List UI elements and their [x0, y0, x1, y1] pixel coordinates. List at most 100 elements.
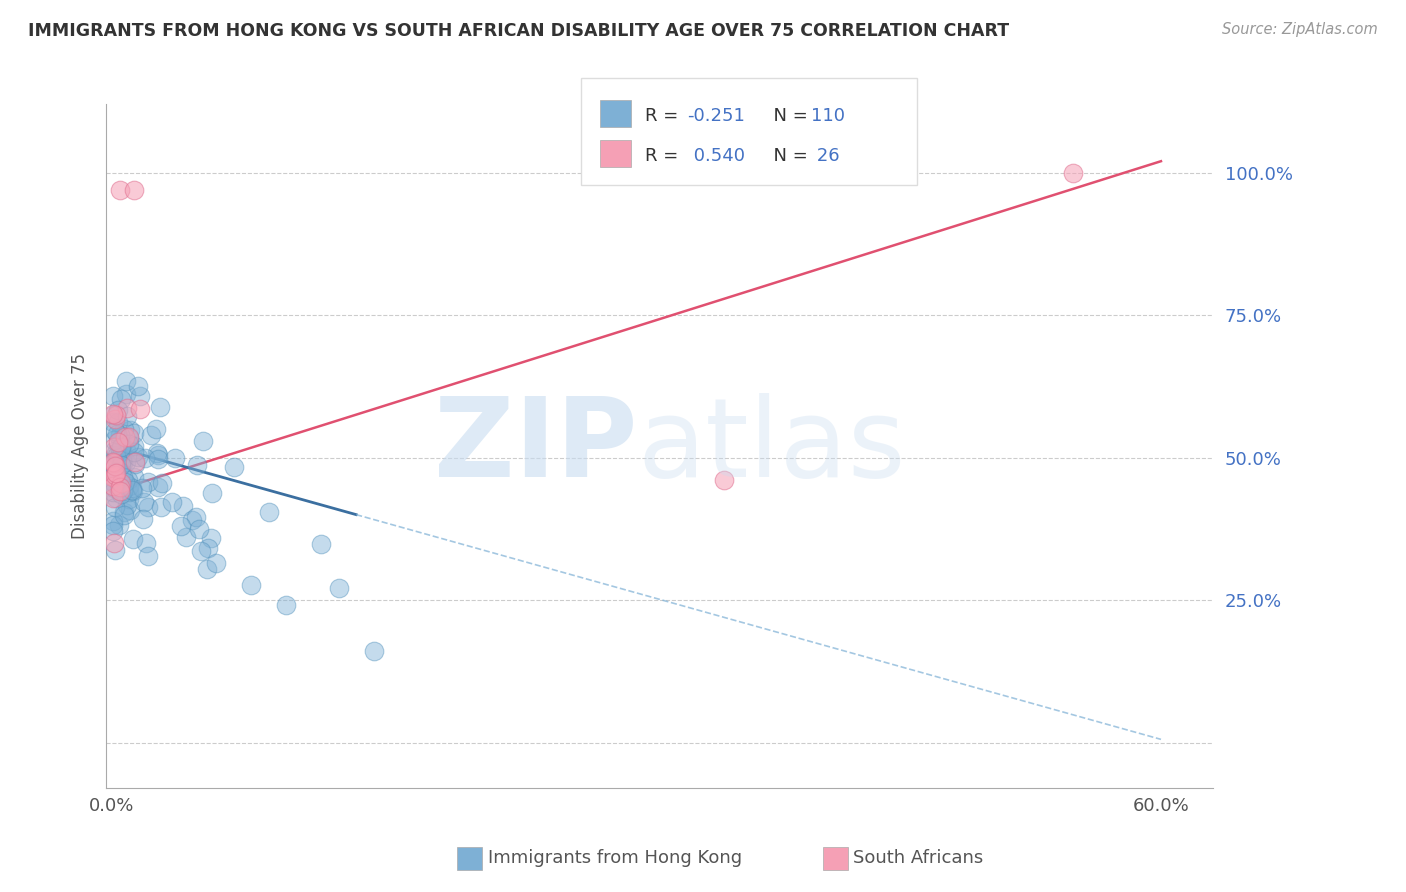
- Point: [103, 536, 125, 550]
- Point: [121, 483, 143, 498]
- Point: [146, 452, 169, 467]
- Point: [127, 450, 149, 464]
- Point: [111, 470, 134, 484]
- Point: [197, 541, 219, 555]
- Point: [110, 392, 132, 406]
- Point: [184, 510, 207, 524]
- Text: R =: R =: [645, 147, 685, 165]
- Point: [146, 449, 169, 463]
- Point: [139, 427, 162, 442]
- Point: [104, 467, 127, 482]
- Point: [127, 379, 149, 393]
- Point: [129, 389, 152, 403]
- Point: [134, 450, 156, 465]
- Point: [110, 476, 132, 491]
- Point: [104, 408, 127, 422]
- Point: [110, 487, 132, 501]
- Point: [103, 470, 125, 484]
- Point: [112, 508, 135, 522]
- Point: [124, 458, 146, 472]
- Point: [201, 486, 224, 500]
- Point: [122, 445, 145, 459]
- Point: [118, 431, 141, 445]
- Point: [108, 518, 131, 533]
- Point: [118, 430, 141, 444]
- Point: [190, 543, 212, 558]
- Point: [150, 476, 173, 491]
- Point: [103, 443, 125, 458]
- Point: [108, 442, 131, 457]
- Point: [713, 474, 735, 488]
- Point: [105, 472, 128, 486]
- Point: [101, 484, 124, 499]
- Point: [114, 430, 136, 444]
- Point: [110, 439, 132, 453]
- Point: [108, 183, 131, 197]
- Point: [363, 644, 385, 658]
- Point: [138, 549, 160, 563]
- Point: [146, 480, 169, 494]
- Point: [120, 423, 142, 437]
- Point: [165, 450, 187, 465]
- Point: [129, 401, 152, 416]
- Point: [145, 422, 167, 436]
- Point: [276, 598, 298, 612]
- Point: [132, 512, 155, 526]
- Point: [108, 433, 131, 447]
- Point: [111, 456, 134, 470]
- Point: [170, 519, 193, 533]
- Point: [101, 479, 124, 493]
- Point: [118, 485, 141, 500]
- Point: [101, 389, 124, 403]
- Point: [121, 481, 143, 495]
- Point: [103, 433, 125, 447]
- Point: [110, 478, 132, 492]
- Point: [149, 500, 172, 514]
- Point: [117, 409, 139, 423]
- Point: [107, 434, 129, 449]
- Point: [101, 457, 124, 471]
- Point: [149, 400, 172, 414]
- Point: [110, 465, 132, 479]
- Point: [118, 491, 141, 506]
- Point: [145, 446, 167, 460]
- Point: [114, 455, 136, 469]
- Point: [101, 491, 124, 505]
- Point: [114, 475, 136, 490]
- Point: [105, 466, 128, 480]
- Point: [122, 183, 145, 197]
- Point: [101, 408, 124, 422]
- Point: [105, 491, 128, 505]
- Text: IMMIGRANTS FROM HONG KONG VS SOUTH AFRICAN DISABILITY AGE OVER 75 CORRELATION CH: IMMIGRANTS FROM HONG KONG VS SOUTH AFRIC…: [28, 22, 1010, 40]
- Point: [162, 495, 184, 509]
- Point: [104, 459, 127, 474]
- Y-axis label: Disability Age Over 75: Disability Age Over 75: [72, 353, 89, 539]
- Point: [132, 495, 155, 509]
- Point: [101, 470, 124, 484]
- Point: [309, 537, 332, 551]
- Text: R =: R =: [645, 107, 685, 125]
- Point: [103, 456, 125, 470]
- Text: 110: 110: [811, 107, 845, 125]
- Point: [112, 505, 135, 519]
- Point: [118, 436, 141, 450]
- Point: [120, 503, 142, 517]
- Point: [124, 455, 146, 469]
- Point: [104, 500, 127, 514]
- Point: [117, 473, 139, 487]
- Point: [103, 458, 125, 472]
- Point: [104, 412, 127, 426]
- Point: [107, 403, 129, 417]
- Point: [101, 514, 124, 528]
- Point: [115, 374, 138, 388]
- Point: [174, 530, 197, 544]
- Point: [104, 542, 127, 557]
- Point: [110, 440, 132, 454]
- Point: [103, 476, 125, 491]
- Point: [105, 448, 128, 462]
- Point: [108, 428, 131, 442]
- Text: 26: 26: [811, 147, 839, 165]
- Point: [1063, 166, 1085, 180]
- Text: Immigrants from Hong Kong: Immigrants from Hong Kong: [488, 849, 742, 867]
- Text: atlas: atlas: [637, 392, 905, 500]
